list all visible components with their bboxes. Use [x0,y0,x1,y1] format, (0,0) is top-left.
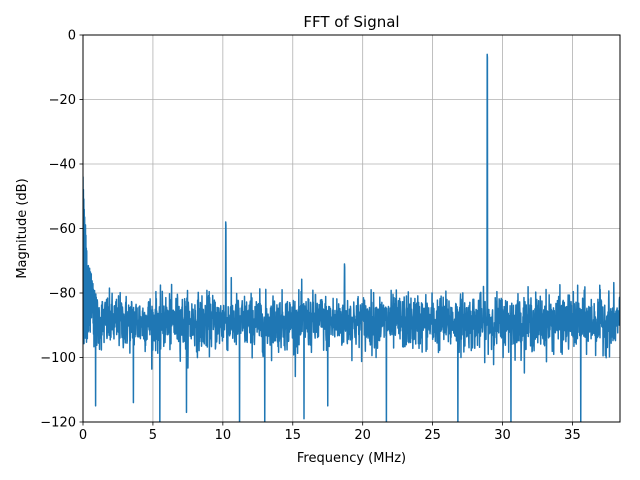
y-tick-label: −120 [40,416,76,431]
x-tick-label: 15 [284,428,301,443]
x-tick-label: 25 [424,428,441,443]
y-tick-label: −100 [40,351,76,366]
x-tick-label: 0 [79,428,87,443]
x-tick-label: 30 [494,428,511,443]
x-tick-label: 10 [215,428,232,443]
y-tick-label: 0 [68,29,76,44]
series-group [83,53,620,422]
x-tick-label: 20 [354,428,371,443]
y-tick-label: −40 [49,158,76,173]
chart-title: FFT of Signal [303,13,399,31]
x-axis-label: Frequency (MHz) [297,451,406,466]
series-line-fft [83,53,620,422]
x-axis: 0 5 10 15 20 25 30 35 [79,422,581,443]
y-tick-label: −20 [49,93,76,108]
y-axis-label: Magnitude (dB) [15,178,30,278]
y-tick-label: −60 [49,222,76,237]
x-tick-label: 35 [564,428,581,443]
y-axis: 0 −20 −40 −60 −80 −100 −120 [40,29,83,431]
y-tick-label: −80 [49,287,76,302]
x-tick-label: 5 [149,428,157,443]
